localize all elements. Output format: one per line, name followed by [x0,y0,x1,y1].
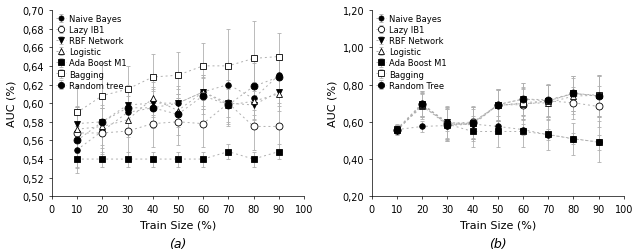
Y-axis label: AUC (%): AUC (%) [327,81,337,127]
Legend: Naive Bayes, Lazy IB1, RBF Network, Logistic, Ada Boost M1, Bagging, Random Tree: Naive Bayes, Lazy IB1, RBF Network, Logi… [374,13,449,92]
Text: (b): (b) [489,237,507,250]
X-axis label: Train Size (%): Train Size (%) [140,220,216,230]
Y-axis label: AUC (%): AUC (%) [7,81,17,127]
Text: (a): (a) [169,237,187,250]
X-axis label: Train Size (%): Train Size (%) [460,220,536,230]
Legend: Naive Bayes, Lazy IB1, RBF Network, Logistic, Ada Boost M1, Bagging, Random tree: Naive Bayes, Lazy IB1, RBF Network, Logi… [54,13,129,92]
